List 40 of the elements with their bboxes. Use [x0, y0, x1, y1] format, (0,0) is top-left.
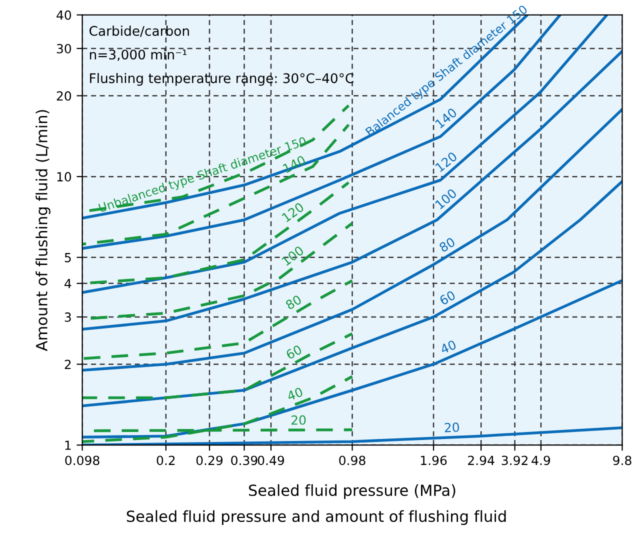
x-tick-label: 0.29	[196, 456, 223, 466]
text: 80	[438, 236, 456, 252]
x-tick-label: 0.98	[339, 456, 366, 466]
y-tick-label: 20	[56, 91, 72, 101]
y-tick-label: 30	[56, 44, 72, 54]
y-axis-title: Amount of flushing fluid (L/min)	[36, 110, 50, 352]
text: 140	[434, 107, 458, 129]
x-tick-label: 0.39	[231, 456, 258, 466]
series-label: 20	[291, 415, 306, 425]
text: Sealed fluid pressure and amount of flushing fluid	[126, 510, 506, 526]
y-tick-label: 40	[56, 10, 72, 20]
x-tick-label: 0.098	[65, 456, 100, 466]
text: 60	[285, 344, 302, 360]
text: 120	[434, 151, 458, 172]
text: 40	[286, 386, 304, 401]
y-tick-label: 5	[64, 253, 71, 262]
x-tick-label: 3.92	[502, 456, 528, 466]
x-tick-label: 1.96	[420, 456, 447, 466]
text: 80	[285, 294, 302, 310]
text: 100	[434, 188, 458, 210]
annotation: Flushing temperature range: 30°C–40°C	[90, 72, 354, 86]
x-tick-label: 0.49	[258, 456, 284, 466]
y-tick-label: 2	[64, 360, 71, 369]
y-tick-label: 3	[64, 312, 71, 322]
x-axis-title: Sealed fluid pressure (MPa)	[248, 484, 456, 500]
x-tick-label: 0.2	[156, 456, 175, 466]
x-tick-label: 9.8	[613, 456, 632, 466]
series-label: 20	[444, 422, 460, 432]
text: 60	[438, 290, 456, 306]
y-tick-label: 1	[65, 440, 71, 450]
x-tick-label: 4.9	[532, 456, 550, 466]
text: 40	[440, 340, 457, 354]
text: 120	[281, 202, 305, 222]
y-tick-label: 4	[64, 279, 72, 288]
x-tick-label: 2.94	[468, 456, 494, 466]
text: 100	[281, 245, 304, 266]
annotation: Carbide/carbon	[90, 26, 189, 37]
text: 140	[282, 155, 306, 174]
y-tick-label: 10	[57, 172, 72, 182]
annotation: n=3,000 min⁻¹	[90, 49, 187, 61]
